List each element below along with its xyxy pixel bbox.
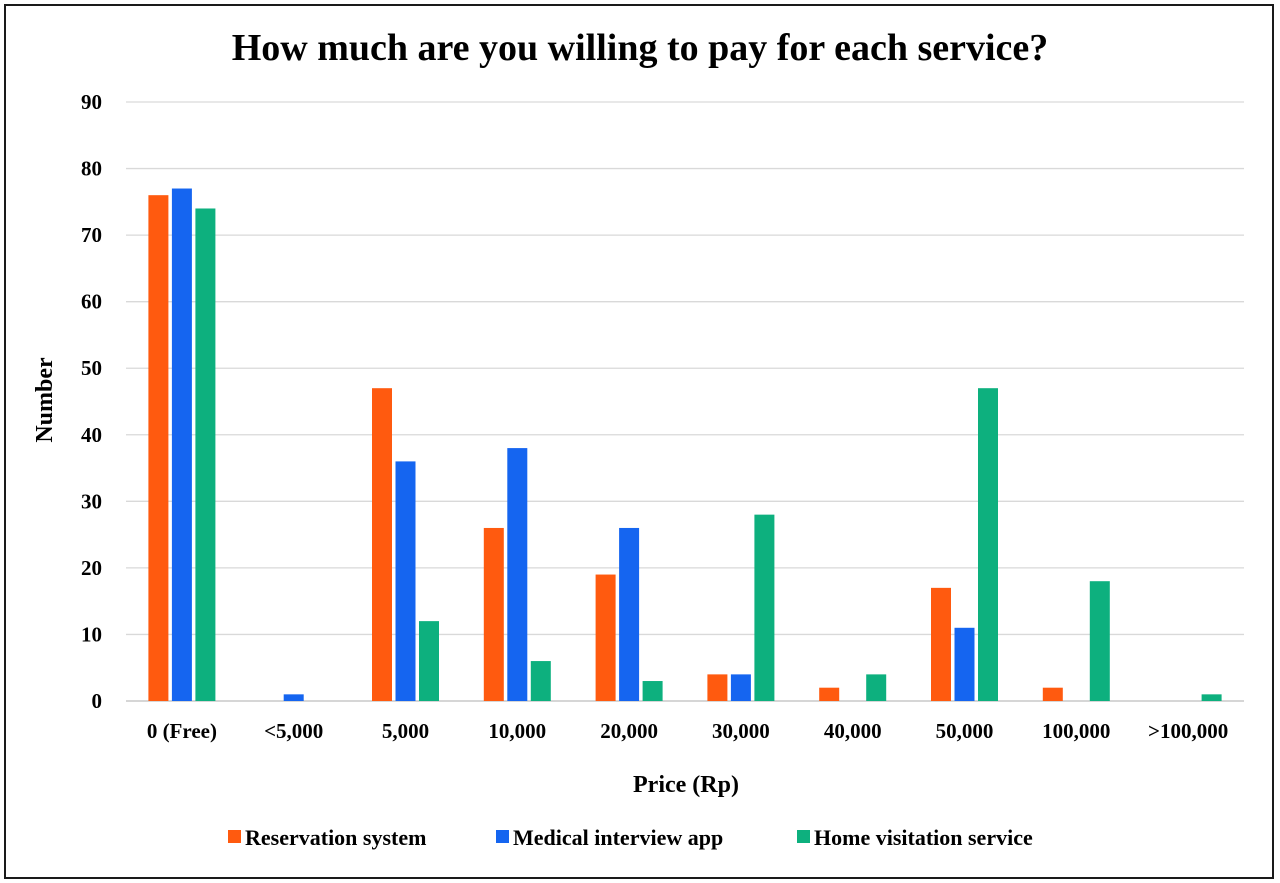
legend-label: Home visitation service xyxy=(814,825,1033,850)
legend-label: Reservation system xyxy=(245,825,426,850)
bar xyxy=(954,627,975,701)
x-tick-label: 20,000 xyxy=(600,719,658,743)
x-tick-label: 10,000 xyxy=(488,719,546,743)
legend-label: Medical interview app xyxy=(513,825,723,850)
bar xyxy=(931,587,951,701)
bars xyxy=(148,188,1222,701)
bar xyxy=(395,461,416,701)
x-tick-label: 30,000 xyxy=(712,719,770,743)
bar xyxy=(530,661,551,701)
x-tick-label: 5,000 xyxy=(382,719,429,743)
y-tick-label: 80 xyxy=(81,157,102,181)
y-tick-label: 40 xyxy=(81,423,102,447)
legend-swatch xyxy=(228,830,241,843)
x-tick-label: >100,000 xyxy=(1148,719,1228,743)
bar xyxy=(507,448,528,701)
x-tick-label: 50,000 xyxy=(936,719,994,743)
bar xyxy=(619,527,640,701)
bar xyxy=(978,388,998,701)
bar xyxy=(1042,687,1063,701)
bar xyxy=(1089,581,1110,701)
bar xyxy=(483,527,504,701)
bar xyxy=(171,188,192,701)
chart-title: How much are you willing to pay for each… xyxy=(232,27,1049,69)
x-tick-label: 0 (Free) xyxy=(147,719,217,743)
x-tick-label: 40,000 xyxy=(824,719,882,743)
bar xyxy=(595,574,616,701)
bar xyxy=(283,694,304,701)
bar xyxy=(195,208,216,701)
y-tick-label: 50 xyxy=(81,356,102,380)
bar xyxy=(148,195,169,701)
bar xyxy=(866,674,887,701)
gridlines xyxy=(126,101,1244,702)
y-tick-label: 60 xyxy=(81,290,102,314)
y-tick-label: 20 xyxy=(81,556,102,580)
bar xyxy=(642,681,663,701)
x-axis-ticks: 0 (Free) <5,000 5,000 10,000 20,000 30,000 40,… xyxy=(147,719,1228,743)
x-tick-label: <5,000 xyxy=(264,719,323,743)
y-axis-label: Number xyxy=(32,357,58,443)
bar xyxy=(372,388,392,701)
y-tick-label: 0 xyxy=(92,689,103,713)
legend-swatch xyxy=(496,830,509,843)
bar xyxy=(754,514,775,701)
y-tick-label: 30 xyxy=(81,489,102,513)
legend: Reservation system Medical interview app H… xyxy=(228,825,1033,850)
legend-swatch xyxy=(797,830,810,843)
y-tick-label: 90 xyxy=(81,90,102,114)
y-axis-ticks: 0 10 20 30 40 50 60 70 80 90 xyxy=(81,90,102,713)
y-tick-label: 10 xyxy=(81,622,102,646)
x-tick-label: 100,000 xyxy=(1042,719,1110,743)
bar xyxy=(819,687,840,701)
chart-frame xyxy=(4,4,1274,879)
bar xyxy=(1201,694,1222,701)
bar xyxy=(419,621,439,701)
bar xyxy=(707,674,728,701)
x-axis-label: Price (Rp) xyxy=(633,772,739,798)
bar xyxy=(730,674,751,701)
y-tick-label: 70 xyxy=(81,223,102,247)
